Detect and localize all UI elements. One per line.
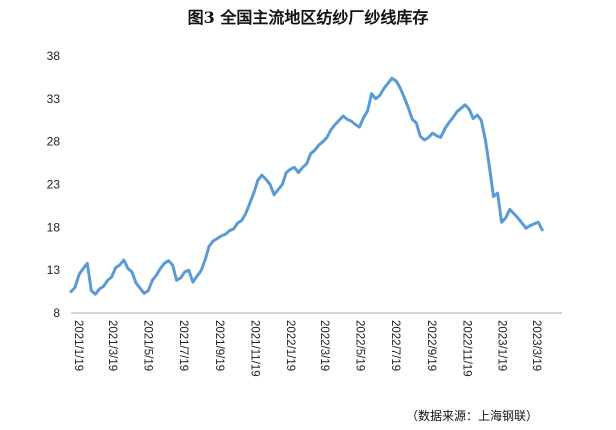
y-axis-tick-labels: 8 13 18 23 28 33 38 bbox=[47, 49, 61, 320]
x-tick-label: 2023/1/19 bbox=[496, 320, 508, 371]
y-tick-label: 23 bbox=[47, 178, 61, 192]
source-note: （数据来源：上海钢联） bbox=[405, 409, 538, 423]
x-tick-label: 2022/3/19 bbox=[318, 320, 330, 371]
y-tick-label: 38 bbox=[47, 49, 61, 63]
x-tick-label: 2022/9/19 bbox=[425, 320, 437, 371]
y-tick-label: 33 bbox=[47, 92, 61, 106]
x-tick-label: 2021/9/19 bbox=[213, 320, 225, 371]
x-tick-label: 2021/3/19 bbox=[106, 320, 118, 371]
x-axis-tick-labels: 2021/1/19 2021/3/19 2021/5/19 2021/7/19 2021… bbox=[72, 320, 542, 377]
y-tick-label: 13 bbox=[47, 263, 61, 277]
x-tick-label: 2021/7/19 bbox=[177, 320, 189, 371]
x-tick-label: 2021/11/19 bbox=[248, 320, 260, 377]
x-tick-label: 2022/1/19 bbox=[284, 320, 296, 371]
y-tick-label: 18 bbox=[47, 220, 61, 234]
x-tick-label: 2022/11/19 bbox=[460, 320, 472, 377]
series-line-yarn-inventory bbox=[69, 76, 544, 296]
y-tick-label: 28 bbox=[47, 135, 61, 149]
x-tick-label: 2021/1/19 bbox=[72, 320, 84, 371]
x-tick-label: 2022/7/19 bbox=[389, 320, 401, 371]
chart-title: 图3 全国主流地区纺纱厂纱线库存 bbox=[187, 8, 429, 27]
x-tick-label: 2022/5/19 bbox=[353, 320, 365, 371]
y-tick-label: 8 bbox=[53, 306, 60, 320]
x-tick-label: 2021/5/19 bbox=[142, 320, 154, 371]
x-tick-label: 2023/3/19 bbox=[530, 320, 542, 371]
